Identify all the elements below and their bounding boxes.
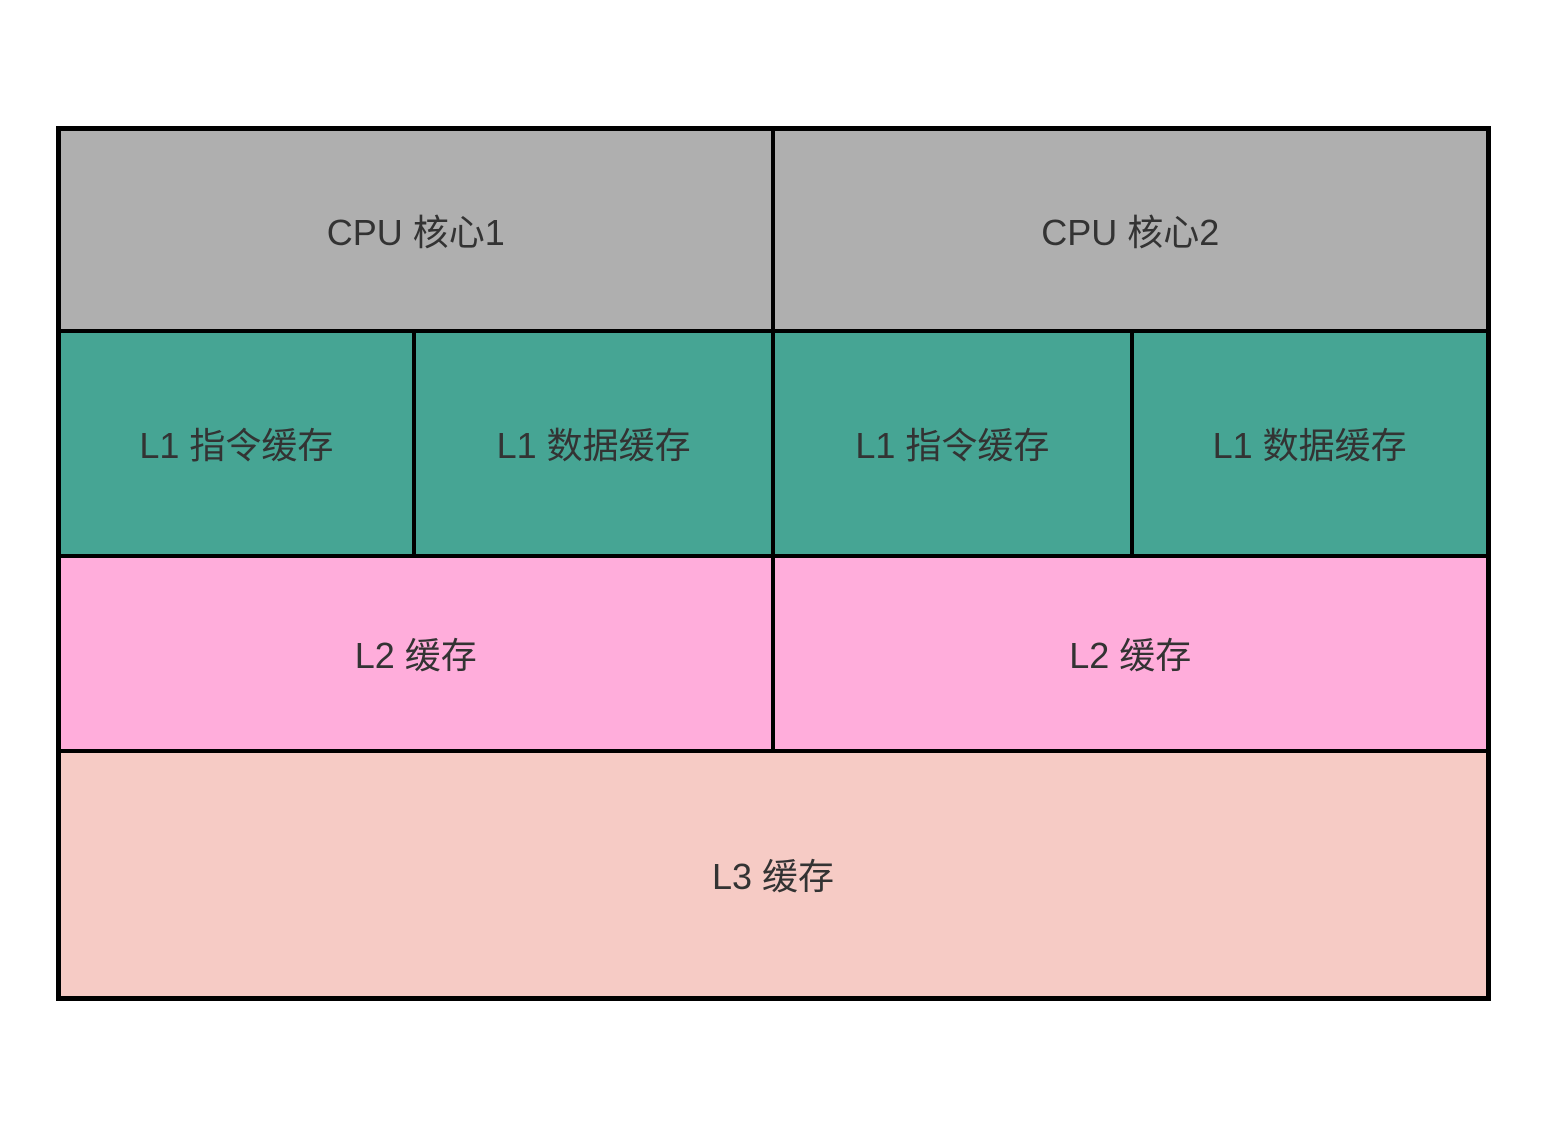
l1-data-cache-2: L1 数据缓存 bbox=[1132, 331, 1491, 556]
l1-data-cache-1: L1 数据缓存 bbox=[414, 331, 773, 556]
l2-cache-2: L2 缓存 bbox=[773, 556, 1491, 751]
l2-cache-2-label: L2 缓存 bbox=[1069, 627, 1191, 679]
l3-cache: L3 缓存 bbox=[56, 751, 1491, 1001]
diagram-row-l2: L2 缓存 L2 缓存 bbox=[56, 556, 1491, 751]
diagram-row-l1: L1 指令缓存 L1 数据缓存 L1 指令缓存 L1 数据缓存 bbox=[56, 331, 1491, 556]
l1-inst-cache-1: L1 指令缓存 bbox=[56, 331, 415, 556]
cpu-cache-diagram: CPU 核心1 CPU 核心2 L1 指令缓存 L1 数据缓存 L1 指令缓存 … bbox=[56, 126, 1491, 1001]
l1-data-cache-2-label: L1 数据缓存 bbox=[1213, 417, 1407, 469]
cpu-core-2-label: CPU 核心2 bbox=[1041, 204, 1219, 256]
l2-cache-1: L2 缓存 bbox=[56, 556, 774, 751]
l3-cache-label: L3 缓存 bbox=[712, 848, 834, 900]
l1-data-cache-1-label: L1 数据缓存 bbox=[497, 417, 691, 469]
l2-cache-1-label: L2 缓存 bbox=[355, 627, 477, 679]
cpu-core-2: CPU 核心2 bbox=[773, 126, 1491, 331]
diagram-row-cpu: CPU 核心1 CPU 核心2 bbox=[56, 126, 1491, 331]
cpu-core-1: CPU 核心1 bbox=[56, 126, 774, 331]
l1-inst-cache-2: L1 指令缓存 bbox=[773, 331, 1132, 556]
l1-inst-cache-1-label: L1 指令缓存 bbox=[139, 417, 333, 469]
cpu-core-1-label: CPU 核心1 bbox=[327, 204, 505, 256]
diagram-row-l3: L3 缓存 bbox=[56, 751, 1491, 1001]
l1-inst-cache-2-label: L1 指令缓存 bbox=[855, 417, 1049, 469]
